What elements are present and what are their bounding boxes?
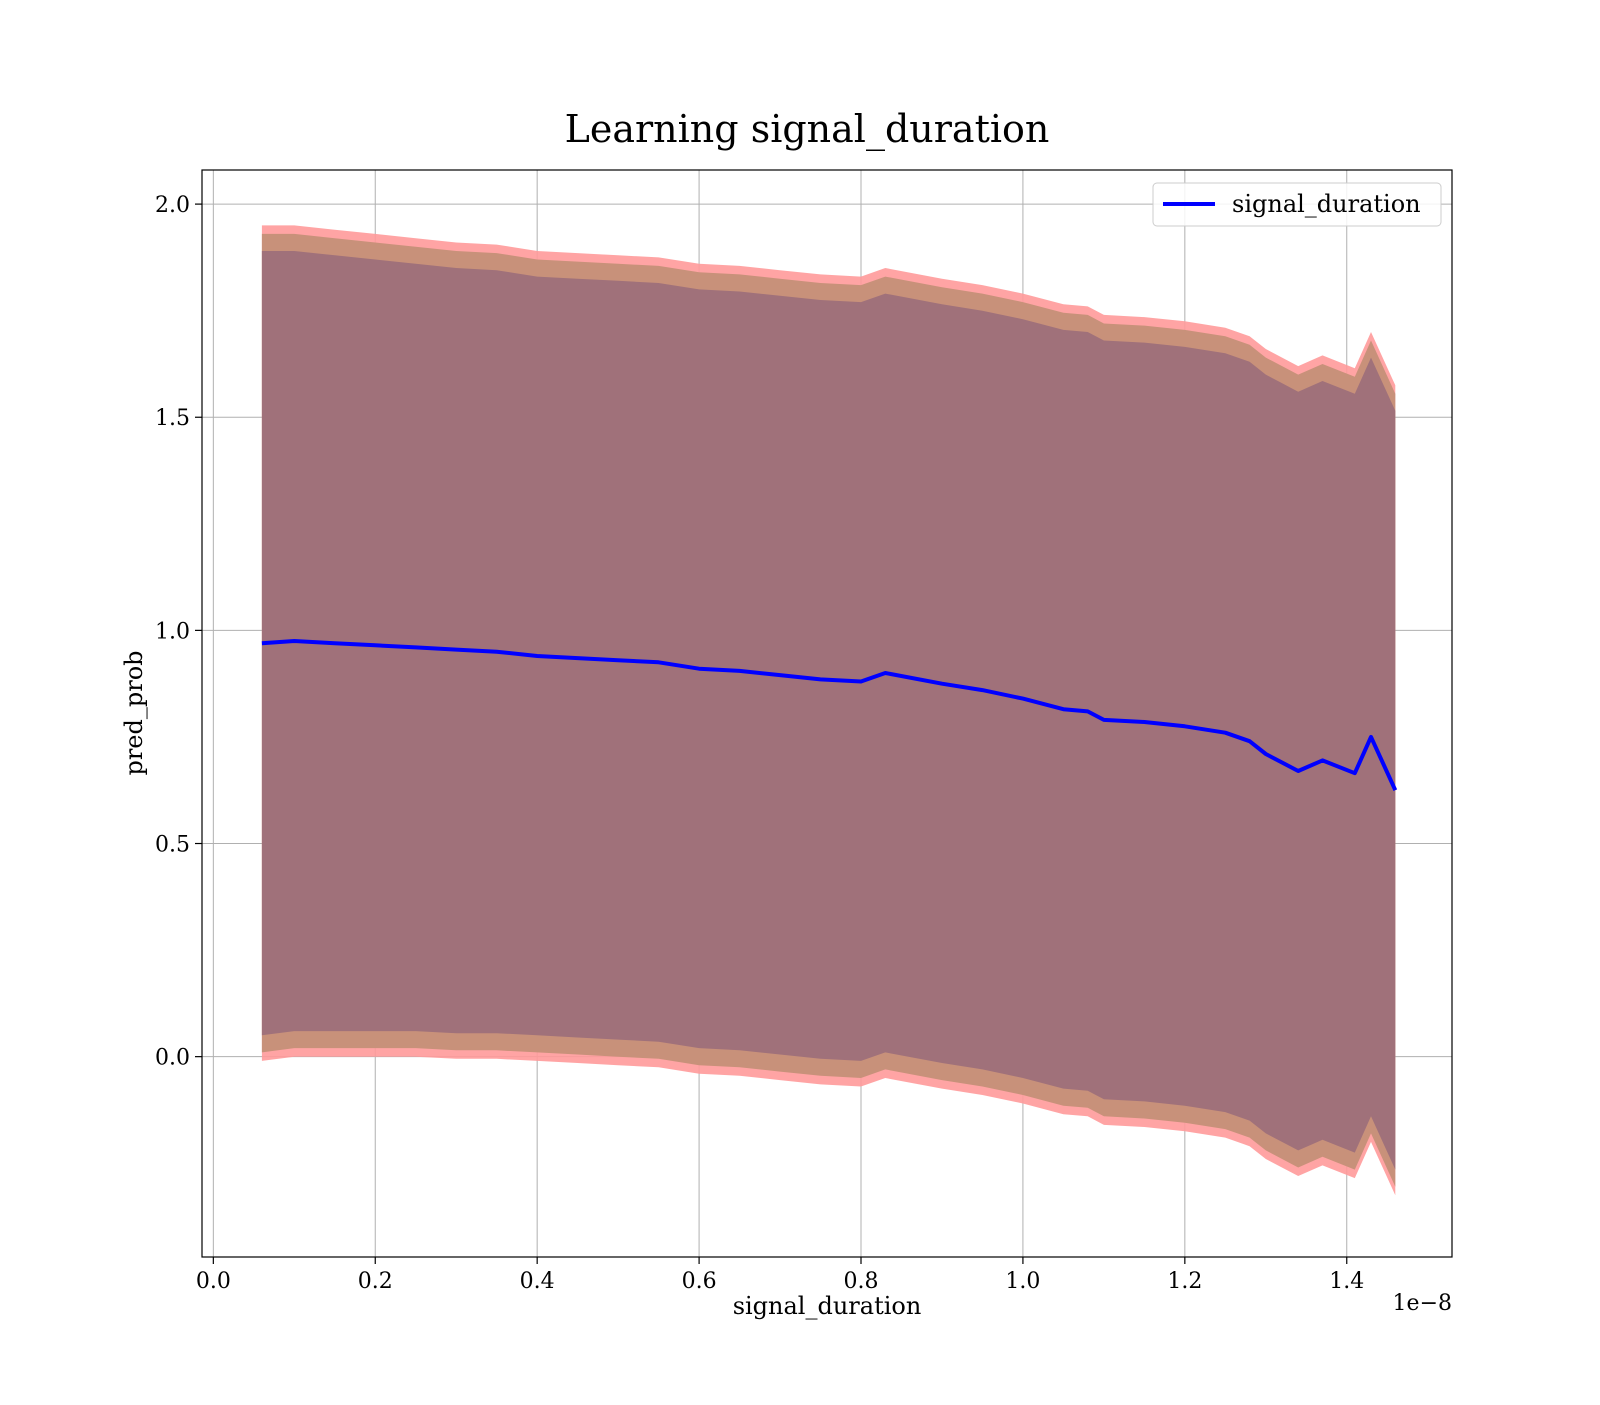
axis-ticks: 0.0 0.2 0.4 0.6 0.8 1.0 1.2 1.4 0.0 0.5 1.0 1.5 2.0	[155, 193, 1364, 1294]
y-tick-label: 2.0	[155, 193, 190, 218]
y-tick-label: 0.0	[155, 1046, 190, 1071]
plot-area-frame	[201, 169, 1453, 1258]
series-lines	[261, 639, 1398, 792]
chart-title: Learning signal_duration	[565, 107, 1050, 152]
x-tick-label: 0.8	[844, 1269, 879, 1294]
y-tick-label: 0.5	[155, 833, 190, 858]
y-tick-label: 1.5	[155, 406, 190, 431]
x-tick-label: 1.2	[1167, 1269, 1202, 1294]
legend-box	[1152, 182, 1442, 227]
y-axis-label: pred_prob	[120, 650, 148, 775]
series-line-signal-duration	[261, 639, 1398, 792]
band-inner	[261, 251, 1396, 1170]
uncertainty-bands	[261, 225, 1396, 1196]
x-tick-label: 0.2	[358, 1269, 393, 1294]
x-tick-label: 0.4	[520, 1269, 555, 1294]
legend-entry-signal-duration: signal_duration	[1232, 190, 1421, 218]
x-tick-label: 0.6	[682, 1269, 717, 1294]
x-tick-label: 1.4	[1329, 1269, 1364, 1294]
x-tick-label: 1.0	[1005, 1269, 1040, 1294]
x-axis-label: signal_duration	[733, 1292, 922, 1320]
x-axis-offset-label: 1e−8	[1393, 1291, 1452, 1316]
legend: signal_duration	[1152, 182, 1442, 227]
x-tick-label: 0.0	[196, 1269, 231, 1294]
y-tick-label: 1.0	[155, 619, 190, 644]
